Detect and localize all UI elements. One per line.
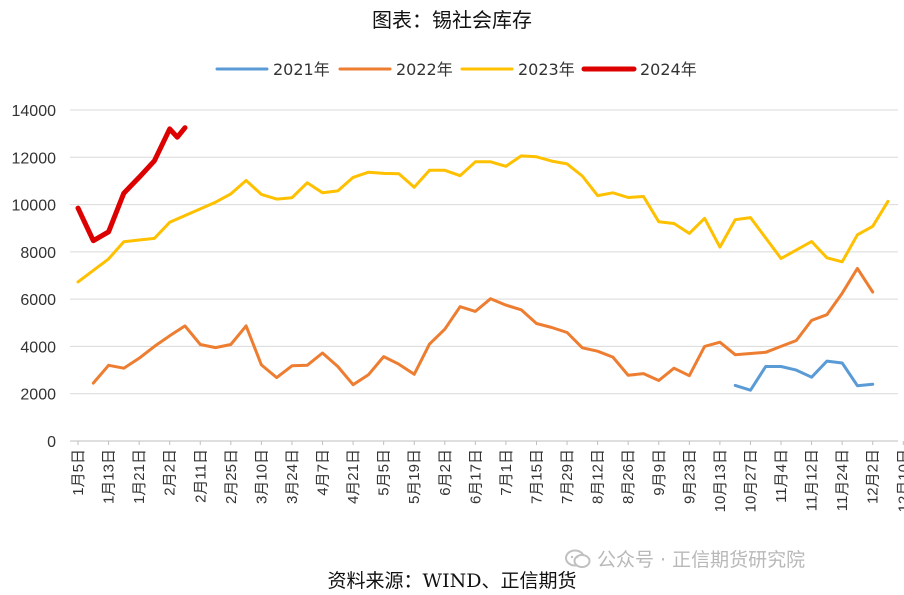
y-tick-label: 12000 — [12, 150, 57, 167]
x-tick-label: 11月12日 — [804, 449, 821, 511]
x-tick-label: 2月25日 — [223, 449, 240, 504]
x-axis: 1月5日 1月13日 1月21日 2月2日 2月11日 2月25日 3月10日 3月24日 4月… — [70, 441, 904, 512]
legend-label: 2021年 — [273, 60, 330, 79]
x-tick-label: 1月21日 — [131, 449, 148, 504]
x-tick-label: 1月13日 — [101, 449, 118, 504]
x-tick-label: 10月13日 — [712, 449, 729, 512]
series-line-2023年 — [76, 154, 890, 284]
y-tick-label: 6000 — [20, 292, 56, 309]
x-tick-label: 6月2日 — [437, 449, 454, 496]
legend-label: 2022年 — [396, 60, 453, 79]
x-tick-label: 7月29日 — [559, 449, 576, 504]
x-tick-label: 3月10日 — [253, 449, 270, 504]
series-line-2021年 — [733, 359, 875, 392]
y-tick-label: 10000 — [12, 198, 57, 215]
series-lines — [75, 125, 890, 392]
watermark: 公众号 · 正信期货研究院 — [565, 545, 805, 572]
gridlines — [70, 109, 898, 442]
x-tick-label: 5月19日 — [406, 449, 423, 504]
x-tick-label: 8月12日 — [590, 449, 607, 504]
x-tick-label: 2月2日 — [162, 449, 179, 496]
x-tick-label: 7月1日 — [498, 449, 515, 496]
legend-label: 2023年 — [518, 60, 575, 79]
x-tick-label: 4月21日 — [345, 449, 362, 504]
x-tick-label: 12月10日 — [895, 449, 904, 512]
x-tick-label: 9月23日 — [681, 449, 698, 504]
x-tick-label: 8月26日 — [620, 449, 637, 504]
wechat-icon — [565, 549, 591, 569]
y-axis: 0 2000 4000 6000 8000 10000 12000 14000 — [12, 103, 57, 451]
x-tick-label: 11月4日 — [773, 449, 790, 503]
y-tick-label: 4000 — [20, 339, 56, 356]
x-tick-label: 1月5日 — [70, 449, 87, 496]
chart-title: 图表：锡社会库存 — [372, 8, 532, 32]
x-tick-label: 4月7日 — [315, 449, 332, 496]
x-tick-label: 3月24日 — [284, 449, 301, 504]
watermark-text: 公众号 · 正信期货研究院 — [597, 549, 806, 571]
x-tick-label: 11月24日 — [834, 449, 851, 511]
series-line-2024年 — [75, 125, 188, 244]
y-tick-label: 0 — [47, 434, 56, 451]
source-note: 资料来源：WIND、正信期货 — [327, 570, 577, 592]
legend: 2021年 2022年 2023年 2024年 — [215, 60, 697, 79]
y-tick-label: 14000 — [12, 103, 57, 120]
x-tick-label: 7月15日 — [528, 449, 545, 504]
x-tick-label: 12月2日 — [865, 449, 882, 504]
series-line-2022年 — [91, 266, 875, 387]
x-tick-label: 5月5日 — [376, 449, 393, 496]
x-tick-label: 10月27日 — [742, 449, 759, 512]
x-tick-label: 6月17日 — [467, 449, 484, 504]
x-tick-label: 2月11日 — [192, 449, 209, 503]
legend-label: 2024年 — [640, 60, 697, 79]
y-tick-label: 8000 — [20, 245, 56, 262]
x-tick-label: 9月9日 — [651, 449, 668, 496]
y-tick-label: 2000 — [20, 387, 56, 404]
